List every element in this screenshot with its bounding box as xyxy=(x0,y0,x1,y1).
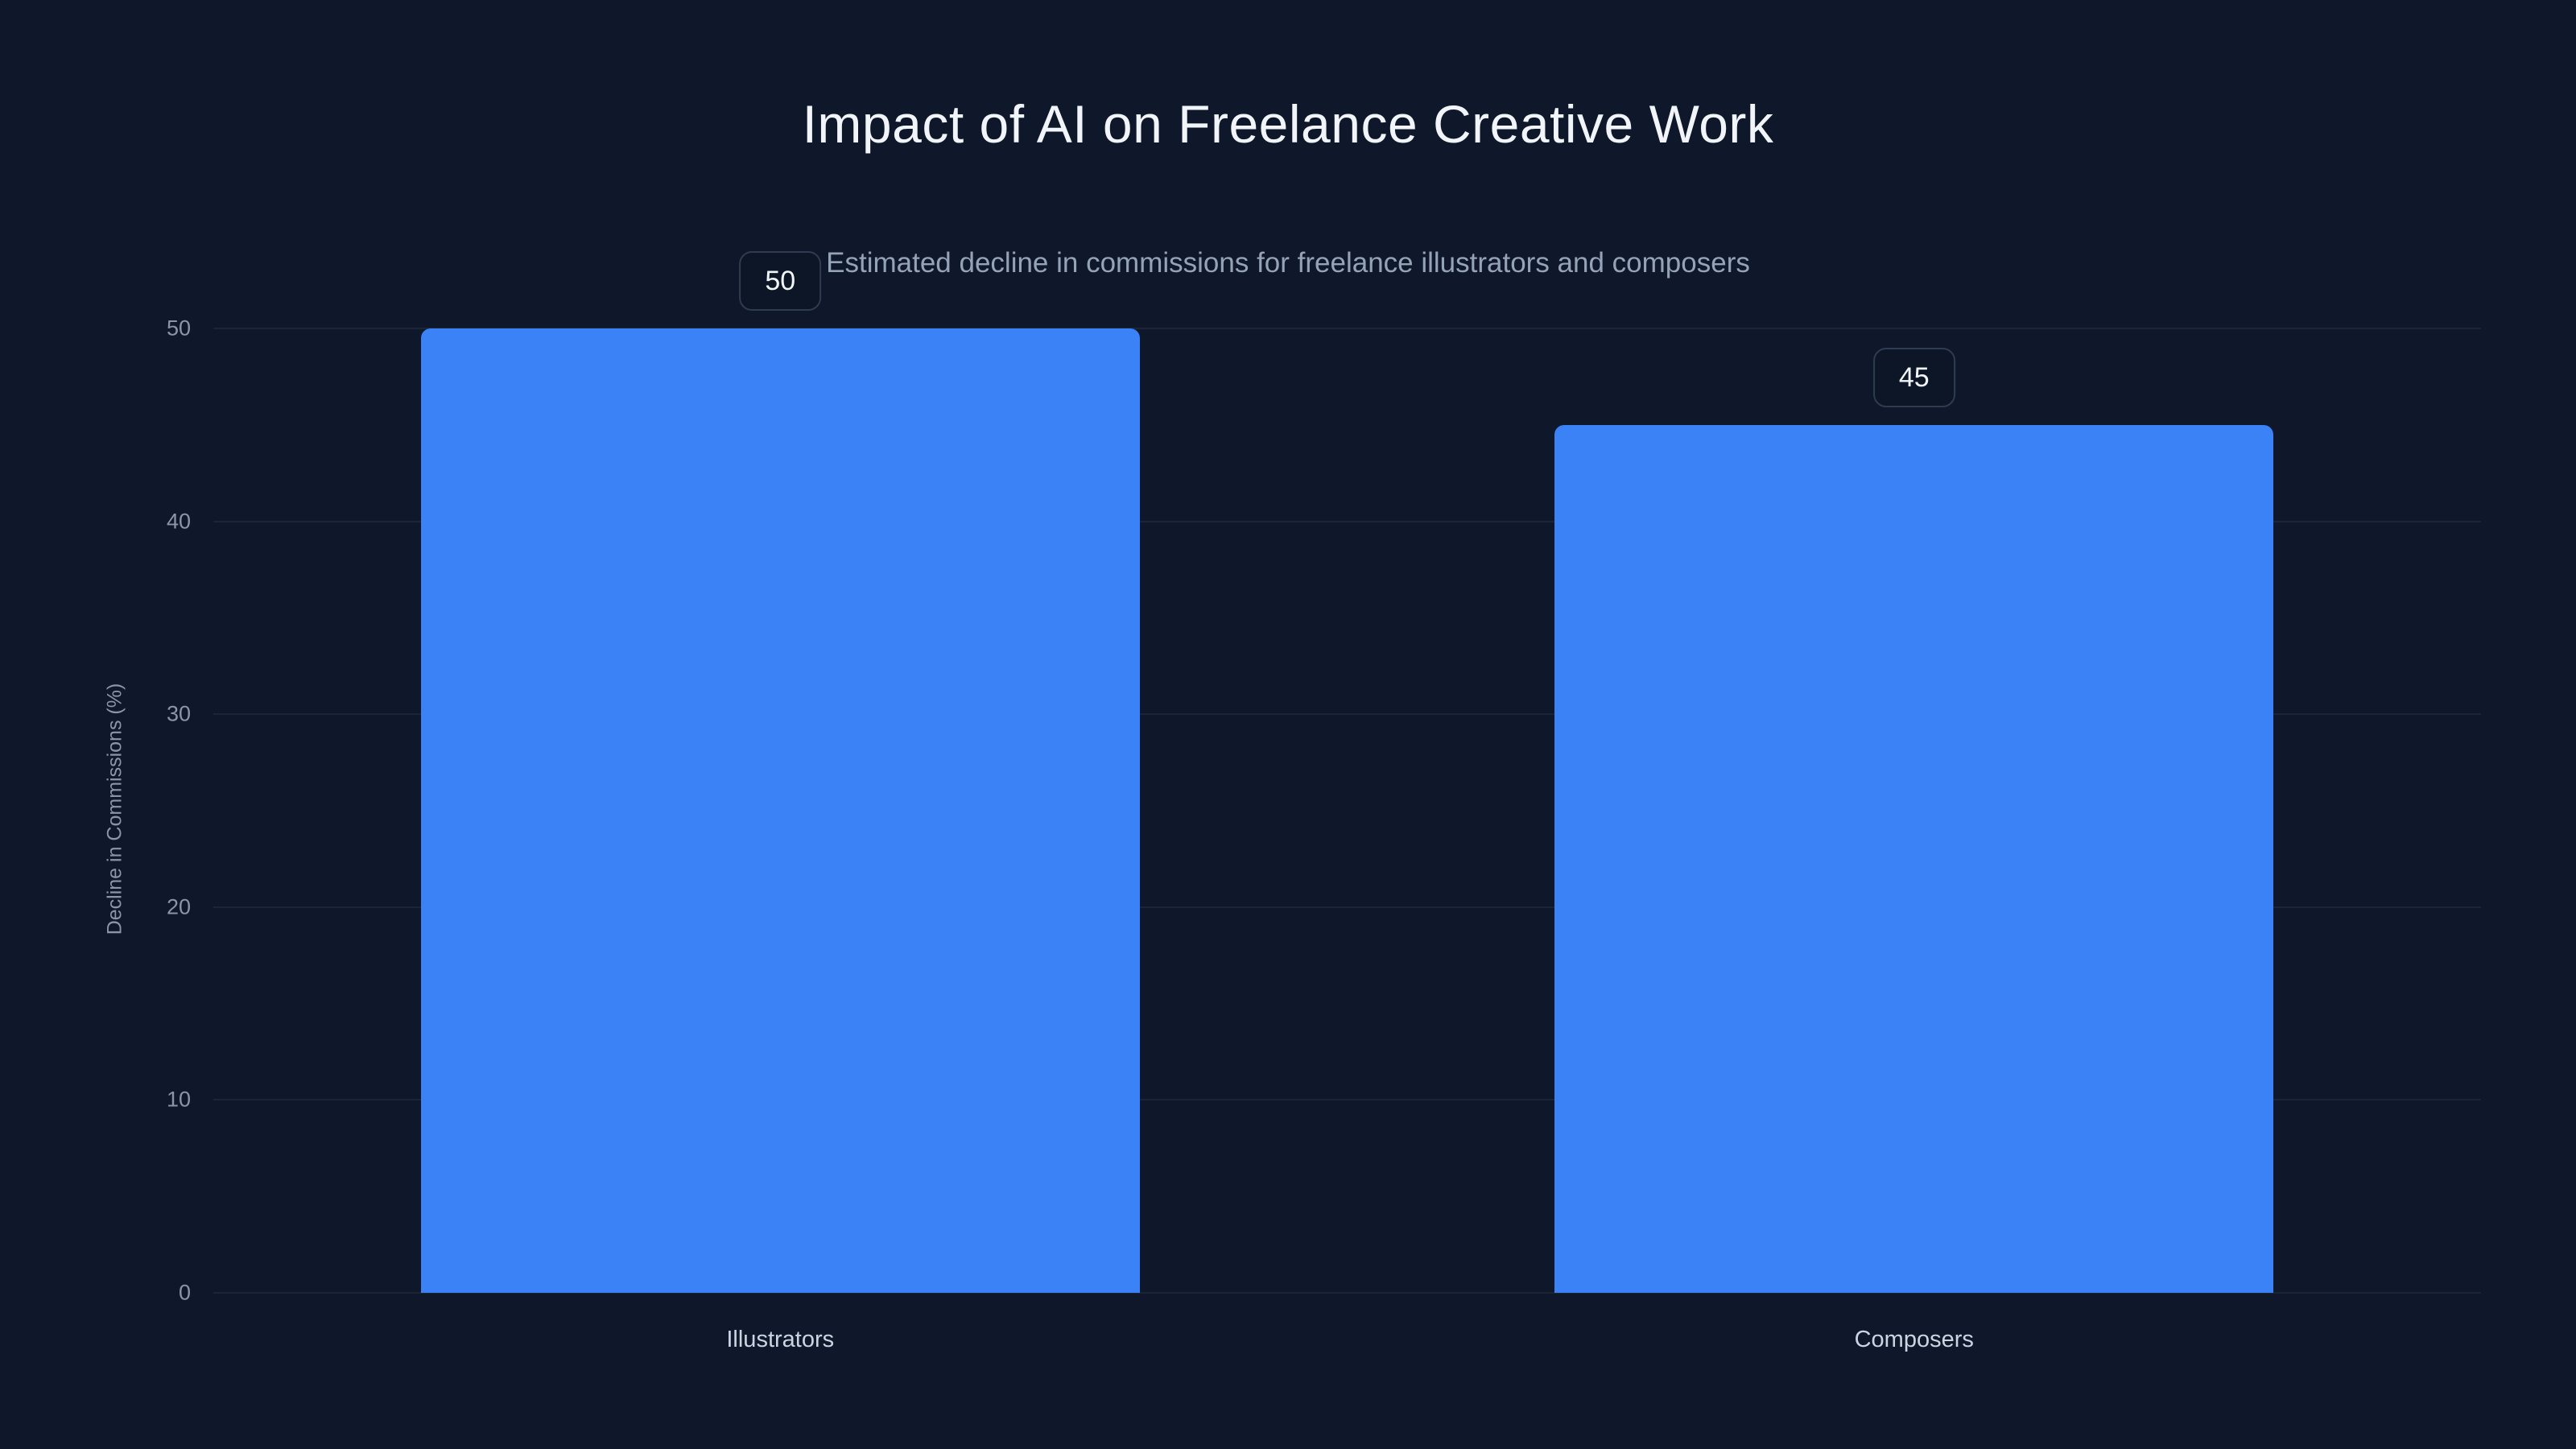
bar-illustrators[interactable] xyxy=(420,328,1140,1293)
y-tick-label-30: 30 xyxy=(166,701,191,726)
gridline-y-20 xyxy=(213,906,2481,908)
value-badge-composers: 45 xyxy=(1872,347,1955,407)
gridline-y-30 xyxy=(213,713,2481,716)
gridline-y-40 xyxy=(213,520,2481,522)
gridline-y-0 xyxy=(213,1292,2481,1294)
x-category-label-composers: Composers xyxy=(1854,1327,1974,1352)
y-axis-label: Decline in Commissions (%) xyxy=(103,683,126,935)
gridline-y-10 xyxy=(213,1099,2481,1101)
x-category-label-illustrators: Illustrators xyxy=(726,1327,835,1352)
chart-subtitle: Estimated decline in commissions for fre… xyxy=(826,247,1750,279)
bar-composers[interactable] xyxy=(1554,424,2274,1293)
value-badge-illustrators: 50 xyxy=(739,251,822,311)
y-tick-label-50: 50 xyxy=(166,316,191,341)
y-tick-label-20: 20 xyxy=(166,894,191,919)
chart-title: Impact of AI on Freelance Creative Work xyxy=(802,94,1774,154)
gridline-y-50 xyxy=(213,328,2481,329)
y-tick-label-0: 0 xyxy=(178,1280,191,1305)
plot-area: 0 10 20 30 40 50 50 Illustrators 45 Composers xyxy=(167,251,2481,1352)
y-tick-label-40: 40 xyxy=(166,509,191,534)
y-tick-label-10: 10 xyxy=(166,1087,191,1112)
